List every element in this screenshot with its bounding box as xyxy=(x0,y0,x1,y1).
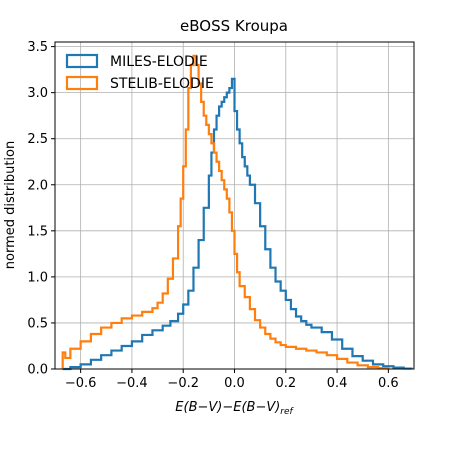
x-tick-label: 0.2 xyxy=(275,376,296,391)
y-tick-label: 3.5 xyxy=(27,40,48,55)
x-tick-label: 0.4 xyxy=(327,376,348,391)
y-tick-label: 1.5 xyxy=(27,224,48,239)
series-line-miles-elodie xyxy=(62,77,413,371)
y-axis-label: normed distribution xyxy=(3,141,18,269)
legend-swatch xyxy=(65,53,99,69)
legend-label: STELIB-ELODIE xyxy=(110,76,214,92)
y-tick-label: 0.5 xyxy=(27,316,48,331)
legend-label: MILES-ELODIE xyxy=(110,54,208,70)
series-layer xyxy=(61,54,413,371)
legend: MILES-ELODIE STELIB-ELODIE xyxy=(65,53,214,92)
x-tick-label: −0.6 xyxy=(65,376,97,391)
series-line-stelib-elodie xyxy=(61,54,390,370)
x-axis-label: E(B−V)−E(B−V)ref xyxy=(175,400,294,417)
x-tick-label: −0.2 xyxy=(167,376,199,391)
chart-title: eBOSS Kroupa xyxy=(180,17,288,35)
y-tick-label: 1.0 xyxy=(27,270,48,285)
x-tick-label: 0.0 xyxy=(224,376,245,391)
y-tick-label: 3.0 xyxy=(27,86,48,101)
legend-swatch xyxy=(65,75,99,91)
x-tick-label: −0.4 xyxy=(116,376,148,391)
ticks: −0.6 −0.4 −0.2 0.0 0.2 0.4 0.6 0.0 0.5 1.0 1.5 2.0 2… xyxy=(27,40,398,391)
y-tick-label: 0.0 xyxy=(27,363,48,378)
x-tick-label: 0.6 xyxy=(378,376,399,391)
y-tick-label: 2.5 xyxy=(27,132,48,147)
y-tick-label: 2.0 xyxy=(27,178,48,193)
